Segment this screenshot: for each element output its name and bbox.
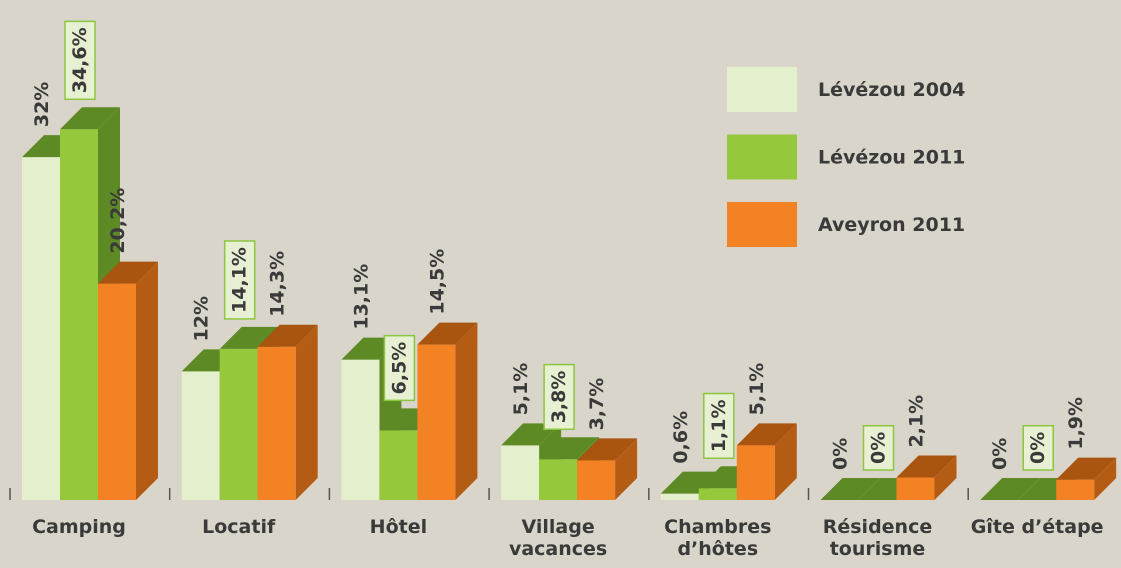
bar-top	[577, 438, 638, 461]
value-label-box	[1022, 424, 1054, 471]
bar-top	[98, 261, 158, 284]
value-label: 34,6%	[69, 27, 91, 93]
value-label-box	[383, 334, 416, 402]
value-label: 13,1%	[350, 264, 372, 330]
bar-front	[1056, 479, 1095, 500]
legend-swatch	[727, 134, 797, 180]
bar-top	[896, 455, 957, 478]
bar-front	[417, 344, 456, 500]
bar	[417, 322, 478, 500]
value-label: 6,5%	[388, 342, 410, 395]
legend-swatch	[727, 67, 797, 112]
bar-front	[896, 477, 935, 500]
value-label: 0%	[868, 432, 890, 464]
bar-side	[774, 423, 797, 500]
bar-front	[341, 359, 380, 500]
value-label: 14,3%	[267, 251, 289, 317]
bar-front	[577, 460, 616, 500]
bar	[820, 478, 881, 500]
x-tick-label: Village vacances	[508, 516, 608, 560]
value-label: 0%	[1027, 432, 1049, 464]
bar-front	[379, 430, 418, 500]
value-label: 20,2%	[107, 188, 129, 254]
value-label-box	[862, 424, 895, 471]
bar	[577, 438, 638, 500]
bar-top	[219, 326, 280, 349]
bar-front	[98, 283, 136, 500]
bar-top	[736, 423, 797, 446]
x-tick-label: Chambres d’hôtes	[664, 516, 772, 560]
bar-front	[22, 157, 60, 500]
bar-front	[219, 348, 258, 500]
bar-top	[1056, 457, 1117, 480]
x-tick-label: Camping	[32, 516, 126, 538]
value-label: 2,1%	[906, 395, 928, 448]
x-tick-label: Locatif	[202, 516, 276, 538]
value-label: 32%	[31, 82, 53, 127]
bar-side	[295, 324, 318, 500]
value-label: 0,6%	[670, 411, 692, 464]
bar	[736, 423, 797, 500]
value-label: 5,1%	[510, 363, 532, 416]
bar-front	[698, 488, 737, 500]
value-label: 3,7%	[586, 378, 608, 431]
bar-top	[60, 107, 120, 130]
legend-label: Lévézou 2004	[818, 79, 965, 101]
value-label: 14,5%	[426, 249, 448, 315]
bar	[1056, 457, 1117, 500]
value-label: 0%	[830, 438, 852, 470]
bar-side	[934, 455, 957, 500]
x-tick-label: Résidence tourisme	[822, 516, 933, 560]
bar-front	[736, 445, 775, 500]
bar-top	[539, 437, 600, 460]
value-label-box	[703, 392, 735, 459]
bar-top	[257, 324, 318, 347]
x-tick-label: Gîte d’étape	[970, 516, 1104, 538]
bar-side	[455, 322, 478, 500]
bar-top	[417, 322, 478, 345]
value-label-box	[223, 240, 256, 320]
bar-front	[257, 346, 296, 500]
bar-front	[60, 129, 98, 501]
bar-front	[501, 445, 540, 500]
value-label: 0%	[989, 438, 1011, 470]
legend-label: Lévézou 2011	[818, 147, 965, 169]
bar-front	[539, 459, 578, 500]
bar-front	[660, 493, 699, 500]
bar	[98, 261, 158, 500]
value-label-box	[543, 363, 575, 431]
bar	[896, 455, 957, 500]
value-label: 14,1%	[229, 247, 251, 313]
bar	[257, 324, 318, 500]
value-label: 1,9%	[1065, 397, 1087, 450]
legend-label: Aveyron 2011	[818, 214, 965, 236]
bar-top	[820, 478, 881, 500]
value-label-box	[64, 20, 96, 101]
value-label: 3,8%	[548, 371, 570, 424]
bar-top	[980, 478, 1041, 500]
value-label: 1,1%	[708, 400, 730, 453]
legend-swatch	[727, 202, 797, 247]
bar-side	[136, 261, 158, 500]
bar-top	[660, 471, 721, 494]
value-label: 12%	[191, 296, 213, 341]
bar-side	[615, 438, 638, 500]
x-tick-label: Hôtel	[369, 516, 428, 538]
bar	[980, 478, 1041, 500]
value-label: 5,1%	[746, 363, 768, 416]
bar-side	[1094, 457, 1117, 500]
bar-front	[181, 371, 220, 500]
